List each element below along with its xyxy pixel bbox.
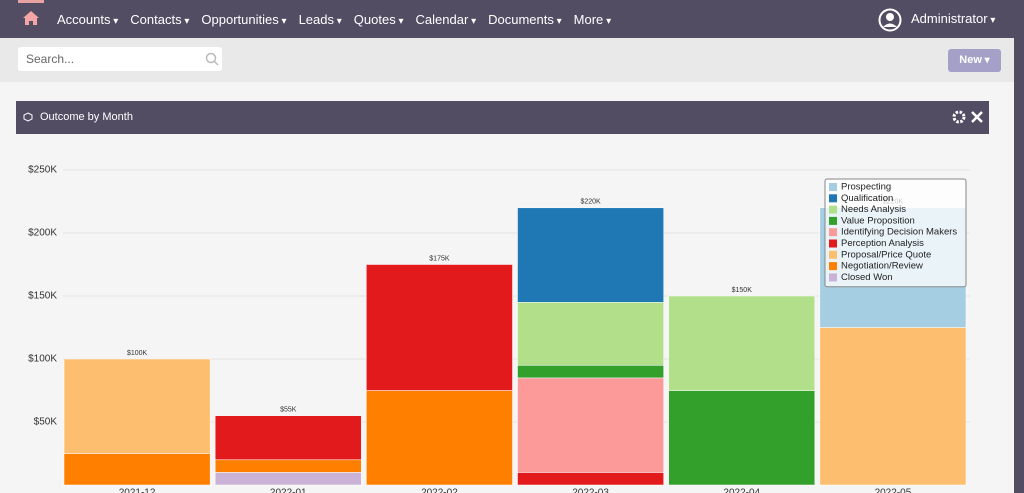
bar-segment	[819, 327, 967, 486]
bar-segment	[517, 207, 664, 303]
y-tick-label: $200K	[28, 228, 57, 239]
x-tick-label: 2022-04	[723, 488, 760, 493]
nav-item[interactable]: Accounts	[57, 12, 118, 27]
total-label: $220K	[580, 199, 601, 206]
x-tick-label: 2022-02	[421, 488, 458, 493]
legend-label: Needs Analysis	[841, 204, 906, 215]
bar-segment	[668, 295, 816, 391]
bar-segment	[517, 377, 664, 473]
y-tick-label: $150K	[28, 291, 57, 302]
new-button[interactable]: New	[948, 49, 1001, 72]
y-tick-label: $250K	[28, 165, 57, 176]
nav-item[interactable]: Opportunities	[201, 12, 286, 27]
bar-segment	[214, 459, 362, 473]
bar-segment	[366, 390, 513, 486]
bar-segment	[63, 453, 211, 486]
y-tick-label: $50K	[34, 417, 58, 428]
dashlet-icon	[23, 112, 33, 122]
dashlet-title: Outcome by Month	[40, 111, 133, 123]
nav-item[interactable]: Contacts	[130, 12, 189, 27]
total-label: $175K	[429, 255, 450, 262]
legend-swatch	[829, 228, 837, 237]
bar-segment	[517, 302, 664, 366]
legend-swatch	[829, 183, 837, 191]
bar-segment	[668, 390, 816, 486]
scrollbar	[1014, 38, 1024, 493]
x-tick-label: 2022-05	[875, 488, 912, 493]
nav-item[interactable]: Documents	[488, 12, 562, 27]
legend-box	[824, 178, 967, 288]
legend-label: Identifying Decision Makers	[841, 227, 957, 238]
dashlet-controls	[952, 110, 983, 124]
home-button[interactable]	[12, 0, 50, 38]
nav-item[interactable]: Quotes	[354, 12, 404, 27]
legend-swatch	[829, 194, 837, 203]
legend-swatch	[829, 273, 837, 282]
x-tick-label: 2022-01	[270, 488, 307, 493]
legend-swatch	[829, 205, 837, 214]
nav-item[interactable]: Leads	[299, 12, 342, 27]
nav-menu: Accounts Contacts Opportunities Leads Quotes…	[57, 0, 611, 38]
legend-label: Negotiation/Review	[841, 261, 923, 272]
bar-segment	[366, 264, 513, 391]
bar-segment	[517, 365, 664, 379]
search-bar: Search... New	[0, 38, 1014, 82]
bar-segment	[214, 415, 362, 461]
chart: $50K $100K $150K $200K $250K $100K 2021-12 $55K…	[28, 165, 970, 493]
settings-icon[interactable]	[952, 110, 966, 124]
legend-label: Proposal/Price Quote	[841, 249, 931, 260]
legend-swatch	[829, 250, 837, 259]
home-icon	[18, 0, 44, 25]
legend-label: Perception Analysis	[841, 238, 924, 249]
dashlet-header: Outcome by Month	[16, 101, 989, 134]
close-icon[interactable]	[971, 111, 983, 123]
bar-segment	[214, 472, 362, 486]
total-label: $55K	[280, 407, 297, 414]
bar-segment	[517, 472, 664, 486]
legend-label: Closed Won	[841, 272, 893, 283]
total-label: $150K	[732, 287, 753, 294]
legend-label: Prospecting	[841, 182, 891, 193]
legend-label: Qualification	[841, 193, 893, 204]
legend-label: Value Proposition	[841, 215, 915, 226]
legend-swatch	[829, 262, 837, 271]
user-icon	[878, 8, 902, 32]
y-tick-label: $100K	[28, 354, 57, 365]
nav-bar: Accounts Contacts Opportunities Leads Quotes…	[0, 0, 1024, 38]
x-tick-label: 2022-03	[572, 488, 609, 493]
legend-swatch	[829, 216, 837, 225]
nav-item[interactable]: Calendar	[416, 12, 477, 27]
search-icon[interactable]	[205, 52, 219, 66]
total-label: $100K	[127, 350, 148, 357]
bar-segment	[63, 358, 211, 454]
nav-item[interactable]: More	[574, 12, 611, 27]
x-tick-label: 2021-12	[119, 488, 156, 493]
search-input[interactable]: Search...	[18, 47, 222, 71]
user-menu[interactable]: Administrator	[911, 11, 995, 26]
legend-swatch	[829, 239, 837, 248]
